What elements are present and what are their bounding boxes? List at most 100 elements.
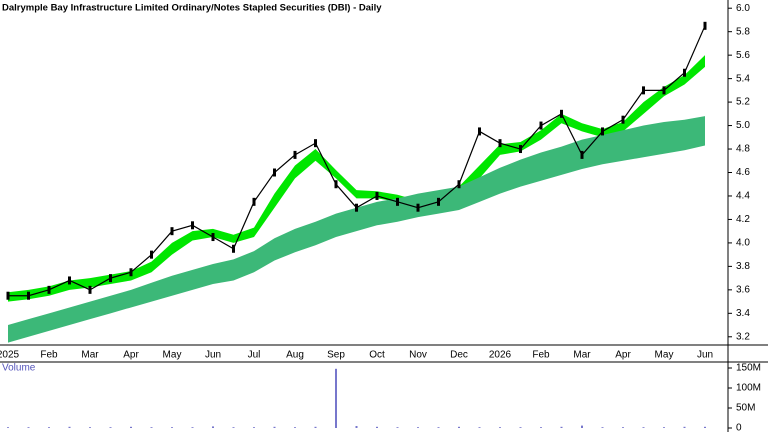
x-tick-label: Jun	[205, 350, 221, 361]
x-tick-label: Aug	[286, 350, 304, 361]
y-tick-label: 3.8	[736, 261, 750, 272]
price-bar	[252, 197, 256, 206]
price-bar	[129, 268, 133, 277]
volume-bar	[130, 426, 132, 428]
volume-bar	[7, 427, 9, 428]
price-bar	[683, 68, 686, 77]
y-tick-label: 5.6	[736, 50, 750, 61]
x-tick-label: Sep	[327, 350, 345, 361]
volume-bar	[458, 426, 460, 428]
y-tick-label: 4.6	[736, 167, 750, 178]
price-bar	[314, 139, 317, 148]
y-tick-label: 5.0	[736, 120, 750, 131]
volume-title: Volume	[2, 363, 36, 374]
x-tick-label: Jul	[248, 350, 261, 361]
volume-bar	[232, 427, 235, 428]
price-bar	[478, 127, 481, 136]
volume-bar	[376, 426, 378, 428]
price-bar	[150, 250, 153, 259]
volume-bar	[294, 427, 296, 428]
price-bar	[580, 150, 584, 159]
volume-bar	[89, 427, 91, 428]
x-tick-label: Apr	[615, 350, 631, 361]
volume-bar	[437, 427, 440, 428]
price-bar	[88, 285, 92, 294]
price-bar	[68, 276, 71, 285]
price-bar	[703, 21, 707, 30]
y-tick-label: 150M	[736, 363, 761, 374]
volume-bar	[253, 427, 255, 428]
price-bar	[334, 180, 338, 189]
band	[8, 116, 705, 343]
x-tick-label: Dec	[450, 350, 468, 361]
volume-bar	[581, 425, 583, 428]
x-tick-label: May	[655, 350, 674, 361]
price-bar	[293, 150, 297, 159]
price-bar	[355, 203, 358, 212]
price-bar	[396, 197, 399, 206]
y-tick-label: 4.8	[736, 144, 750, 155]
price-bar	[560, 109, 563, 118]
y-tick-label: 5.4	[736, 73, 750, 84]
price-bar	[621, 115, 625, 124]
volume-bar	[27, 427, 30, 428]
x-tick-label: Mar	[573, 350, 591, 361]
price-bar	[437, 197, 440, 206]
x-tick-label: Oct	[369, 350, 385, 361]
price-bar	[273, 168, 276, 177]
price-bar	[642, 86, 645, 95]
y-tick-label: 3.2	[736, 331, 750, 342]
volume-bar	[622, 427, 624, 428]
price-bar	[191, 221, 194, 230]
x-tick-label: 2026	[489, 350, 512, 361]
y-tick-label: 100M	[736, 383, 761, 394]
price-bar	[375, 191, 379, 200]
volume-bar	[683, 426, 686, 428]
x-tick-label: Apr	[123, 350, 139, 361]
band	[8, 55, 705, 302]
volume-bar	[212, 426, 214, 428]
x-tick-label: Feb	[40, 350, 58, 361]
volume-bar	[191, 427, 194, 428]
volume-bar	[396, 427, 399, 428]
volume-bar	[417, 427, 419, 428]
price-bar	[27, 291, 30, 300]
chart-title: Dalrymple Bay Infrastructure Limited Ord…	[2, 3, 382, 14]
volume-bar	[273, 426, 276, 428]
price-bar	[232, 244, 235, 253]
volume-bar	[48, 427, 50, 428]
price-bar	[47, 285, 51, 294]
volume-bar	[663, 427, 665, 428]
volume-bar	[314, 426, 317, 428]
y-tick-label: 0	[736, 423, 742, 432]
y-tick-label: 4.2	[736, 214, 750, 225]
volume-bar	[171, 427, 173, 428]
price-bar	[662, 86, 666, 95]
y-tick-label: 3.4	[736, 308, 750, 319]
y-tick-label: 3.6	[736, 284, 750, 295]
volume-bar	[642, 427, 645, 428]
y-tick-label: 6.0	[736, 3, 750, 14]
x-tick-label: Jun	[697, 350, 713, 361]
y-tick-label: 5.2	[736, 97, 750, 108]
x-tick-label: May	[163, 350, 182, 361]
price-bar	[6, 291, 10, 300]
volume-bar	[560, 426, 563, 428]
price-bar	[519, 145, 522, 154]
volume-bar	[499, 427, 501, 428]
x-tick-label: Mar	[81, 350, 99, 361]
y-tick-label: 4.4	[736, 191, 750, 202]
price-bar	[498, 139, 502, 148]
volume-bar	[478, 427, 481, 428]
volume-bar	[335, 368, 337, 428]
price-bar	[601, 127, 604, 136]
volume-bar	[109, 427, 112, 428]
price-bar	[539, 121, 543, 130]
volume-bar	[68, 426, 71, 428]
price-bar	[457, 180, 461, 189]
volume-bar	[150, 427, 153, 428]
volume-bar	[355, 426, 358, 428]
x-tick-label: Feb	[532, 350, 550, 361]
